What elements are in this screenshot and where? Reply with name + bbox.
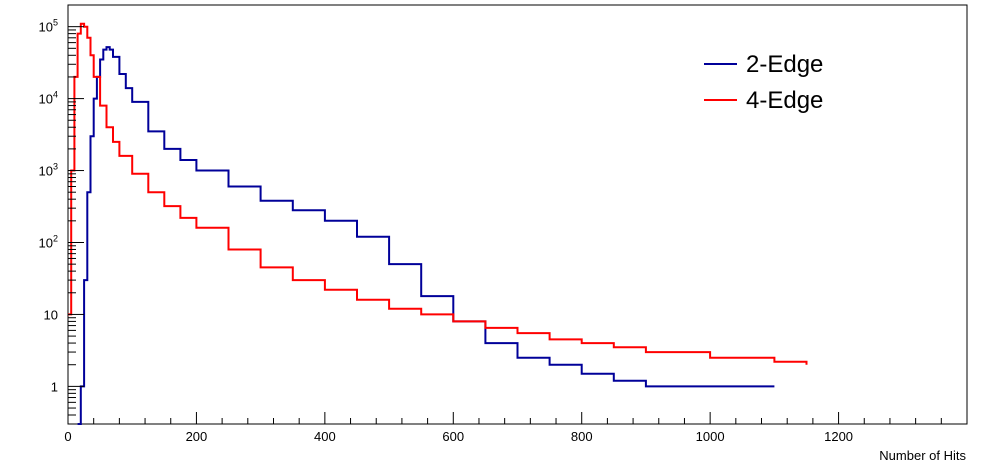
x-tick-label: 0 <box>64 429 71 444</box>
plot-frame <box>67 4 968 425</box>
y-tick-label: 102 <box>39 233 58 250</box>
x-tick-label: 400 <box>314 429 336 444</box>
series-layer <box>68 22 808 425</box>
y-tick-label: 10 <box>44 307 58 322</box>
y-tick-label: 105 <box>39 18 58 35</box>
x-tick-label: 600 <box>442 429 464 444</box>
x-tick-label: 1000 <box>696 429 725 444</box>
x-tick-label: 800 <box>571 429 593 444</box>
y-tick-label: 104 <box>39 90 58 107</box>
y-tick-label: 1 <box>51 379 58 394</box>
y-tick-label: 103 <box>39 162 58 179</box>
series-line-2-edge <box>77 46 775 425</box>
series-line-4-edge <box>68 22 808 365</box>
x-tick-label: 200 <box>186 429 208 444</box>
axis-layer: 0 200 400 600 800 1000 1200 1 10 102 103 104 105 <box>39 4 942 444</box>
legend: 2-Edge 4-Edge <box>704 51 823 114</box>
x-tick-label: 1200 <box>824 429 853 444</box>
x-axis-title: Number of Hits <box>879 448 966 463</box>
legend-label-4-edge: 4-Edge <box>746 87 823 114</box>
legend-label-2-edge: 2-Edge <box>746 51 823 78</box>
